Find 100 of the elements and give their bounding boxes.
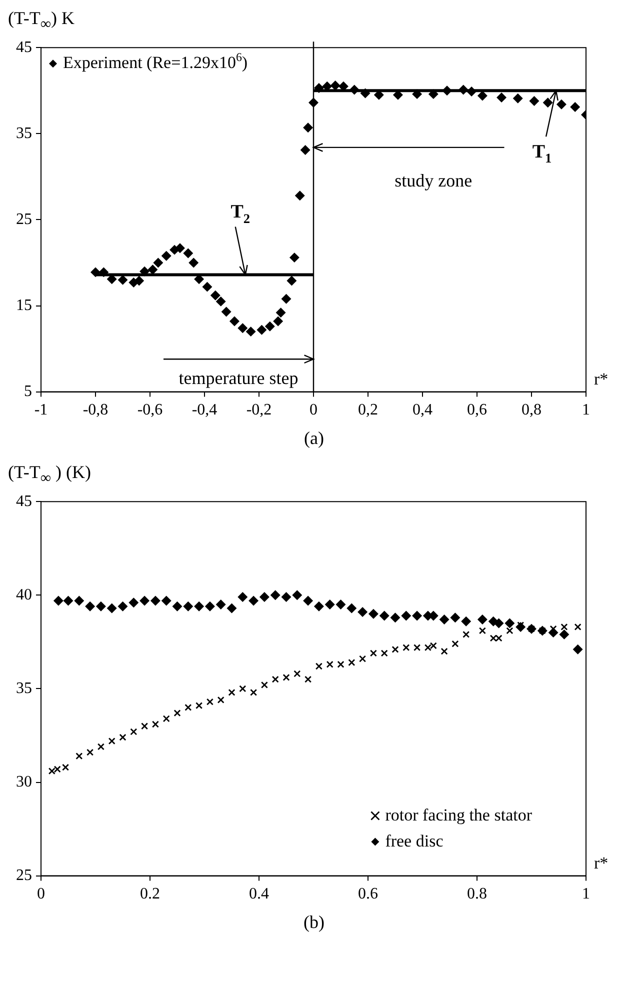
point	[140, 266, 150, 276]
x-tick-label: 0,6	[467, 402, 487, 419]
point	[227, 604, 236, 613]
x-tick-label: 0,4	[412, 402, 432, 419]
point	[228, 688, 236, 696]
point	[257, 325, 266, 335]
point	[148, 264, 158, 274]
point	[392, 646, 399, 653]
point	[570, 102, 580, 112]
point	[246, 326, 256, 336]
point	[574, 623, 582, 630]
point	[250, 688, 258, 696]
point	[96, 602, 106, 612]
point	[260, 681, 268, 688]
point	[359, 655, 366, 662]
point	[478, 91, 488, 100]
x-tick-label: -0,8	[82, 402, 108, 419]
point	[530, 96, 539, 106]
point	[276, 308, 286, 318]
point	[401, 611, 411, 620]
point	[119, 734, 126, 741]
x-tick-label: 0	[310, 402, 318, 419]
point	[380, 611, 390, 620]
point	[150, 596, 160, 606]
point	[238, 592, 248, 602]
point	[287, 276, 296, 286]
point	[304, 676, 312, 683]
y-tick-label: 35	[16, 680, 32, 697]
point	[458, 85, 468, 94]
point	[216, 296, 226, 306]
y-tick-label: 5	[24, 383, 32, 400]
point	[450, 612, 460, 622]
point	[282, 294, 291, 304]
point	[152, 720, 159, 728]
point	[462, 630, 470, 638]
point	[282, 674, 290, 682]
point	[461, 616, 471, 626]
x-tick-label: -0,4	[192, 402, 218, 419]
x-tick-label: -0,2	[246, 402, 272, 419]
point	[210, 290, 220, 300]
point	[248, 596, 258, 606]
point	[494, 618, 504, 628]
point	[556, 100, 566, 110]
point	[325, 600, 335, 610]
x-tick-label: 0.4	[249, 886, 269, 903]
text: (b)	[302, 911, 326, 934]
point	[368, 609, 378, 619]
annotation: study zone	[394, 170, 472, 191]
point	[48, 767, 56, 775]
text: (a)	[303, 427, 325, 450]
point	[54, 596, 64, 606]
y-axis-title: (T-T$_{∞}$) K	[8, 8, 76, 34]
point	[412, 611, 422, 620]
point	[314, 83, 324, 93]
point	[442, 86, 452, 96]
point	[128, 598, 138, 608]
point	[348, 658, 356, 666]
point	[292, 590, 302, 600]
point	[172, 602, 182, 612]
x-tick-label: 1	[582, 402, 590, 419]
x-axis-title: r*	[594, 853, 608, 872]
point	[326, 660, 334, 668]
point	[183, 248, 193, 258]
point	[330, 80, 340, 90]
point	[495, 634, 502, 642]
point	[478, 627, 486, 634]
point	[230, 316, 240, 326]
point	[174, 709, 181, 717]
y-tick-label: 35	[16, 124, 32, 142]
point	[506, 627, 514, 634]
point	[360, 88, 370, 98]
point	[108, 738, 116, 745]
point	[282, 592, 291, 602]
point	[98, 267, 108, 277]
point	[153, 258, 163, 268]
point	[62, 764, 70, 771]
x-tick-label: -0,6	[137, 402, 163, 419]
point	[118, 275, 128, 285]
point	[217, 696, 224, 704]
point	[162, 596, 172, 606]
point	[175, 243, 185, 253]
point	[414, 644, 421, 652]
point	[205, 602, 215, 612]
y-tick-label: 45	[16, 492, 32, 510]
point	[337, 660, 344, 668]
point	[183, 602, 193, 612]
y-tick-label: 25	[16, 210, 32, 228]
x-tick-label: 1	[582, 886, 590, 903]
x-tick-label: 0.6	[358, 886, 378, 903]
x-tick-label: 0,2	[358, 402, 378, 419]
point	[239, 685, 246, 692]
point	[86, 748, 94, 756]
point	[238, 323, 248, 333]
point	[560, 623, 568, 630]
point	[202, 282, 212, 292]
point	[140, 596, 150, 606]
y-tick-label: 15	[16, 296, 32, 314]
point	[295, 190, 305, 200]
point	[505, 618, 514, 628]
point	[573, 644, 583, 654]
